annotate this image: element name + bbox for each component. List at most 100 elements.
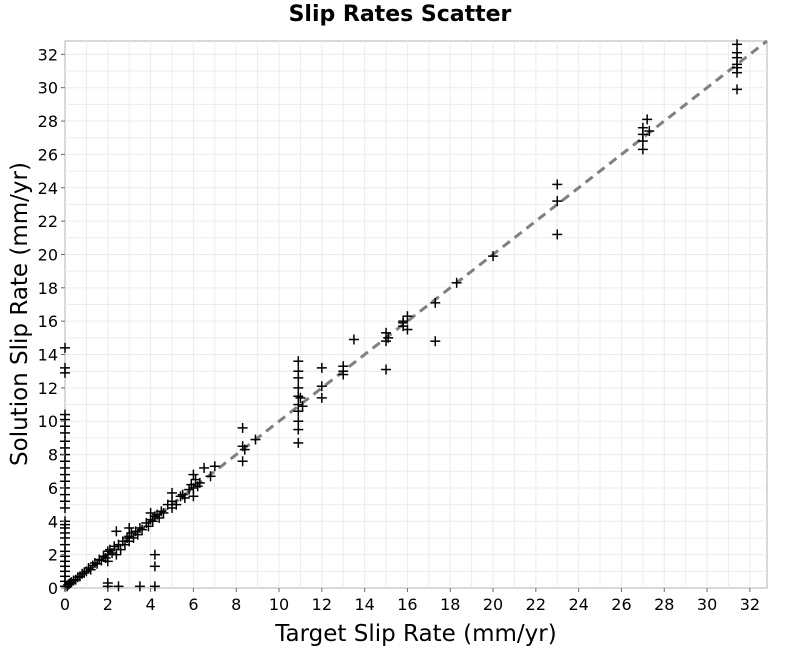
data-point bbox=[109, 541, 120, 552]
data-point bbox=[293, 406, 304, 417]
y-tick-label: 30 bbox=[38, 79, 58, 98]
data-point bbox=[113, 581, 124, 592]
y-tick-label: 22 bbox=[38, 212, 58, 231]
x-tick-label: 30 bbox=[697, 595, 717, 614]
data-point bbox=[637, 144, 648, 155]
data-point bbox=[316, 381, 327, 392]
data-point bbox=[96, 555, 107, 566]
x-tick-label: 28 bbox=[654, 595, 674, 614]
data-point bbox=[293, 356, 304, 367]
x-tick-label: 4 bbox=[146, 595, 156, 614]
data-point bbox=[239, 444, 250, 455]
data-point bbox=[147, 516, 158, 527]
data-point bbox=[295, 392, 306, 403]
data-point bbox=[250, 434, 261, 445]
y-tick-label: 26 bbox=[38, 145, 58, 164]
data-point bbox=[126, 527, 137, 538]
chart-title: Slip Rates Scatter bbox=[288, 2, 512, 27]
data-point bbox=[732, 67, 743, 78]
data-point bbox=[237, 456, 248, 467]
data-point bbox=[348, 334, 359, 345]
data-point bbox=[171, 499, 182, 510]
y-tick-label: 20 bbox=[38, 245, 58, 264]
x-tick-label: 12 bbox=[312, 595, 332, 614]
y-tick-label: 10 bbox=[38, 412, 58, 431]
y-tick-label: 0 bbox=[48, 579, 58, 598]
points-layer bbox=[60, 39, 743, 592]
data-point bbox=[102, 556, 113, 567]
x-tick-label: 10 bbox=[269, 595, 289, 614]
x-tick-label: 18 bbox=[440, 595, 460, 614]
data-point bbox=[402, 311, 413, 322]
y-tick-label: 14 bbox=[38, 346, 58, 365]
data-point bbox=[149, 561, 160, 572]
y-tick-label: 6 bbox=[48, 479, 58, 498]
x-tick-label: 0 bbox=[60, 595, 70, 614]
y-tick-label: 32 bbox=[38, 45, 58, 64]
data-point bbox=[297, 401, 308, 412]
data-point bbox=[143, 521, 154, 532]
data-point bbox=[85, 564, 96, 575]
data-point bbox=[149, 581, 160, 592]
data-point bbox=[644, 126, 655, 137]
x-tick-label: 22 bbox=[526, 595, 546, 614]
x-tick-label: 16 bbox=[397, 595, 417, 614]
x-tick-label: 20 bbox=[483, 595, 503, 614]
data-point bbox=[732, 84, 743, 95]
x-tick-label: 24 bbox=[568, 595, 588, 614]
data-point bbox=[199, 462, 210, 473]
data-point bbox=[156, 506, 167, 517]
data-point bbox=[293, 416, 304, 427]
data-point bbox=[87, 560, 98, 571]
data-point bbox=[137, 524, 148, 535]
data-point bbox=[237, 422, 248, 433]
tick-labels: 0 2 4 6 8 10 12 14 16 18 20 22 24 26 28 30 3202468101214… bbox=[38, 45, 760, 614]
data-point bbox=[179, 492, 190, 503]
y-tick-label: 4 bbox=[48, 512, 58, 531]
data-point bbox=[149, 549, 160, 560]
data-point bbox=[194, 477, 205, 488]
data-point bbox=[188, 469, 199, 480]
x-tick-label: 6 bbox=[188, 595, 198, 614]
data-point bbox=[398, 317, 409, 328]
y-axis-title: Solution Slip Rate (mm/yr) bbox=[7, 162, 33, 466]
data-point bbox=[430, 336, 441, 347]
x-tick-label: 32 bbox=[740, 595, 760, 614]
data-point bbox=[430, 297, 441, 308]
data-point bbox=[316, 362, 327, 373]
data-point bbox=[98, 551, 109, 562]
data-point bbox=[205, 471, 216, 482]
y-tick-label: 8 bbox=[48, 446, 58, 465]
data-point bbox=[552, 196, 563, 207]
data-point bbox=[134, 522, 145, 533]
data-point bbox=[77, 568, 88, 579]
data-point bbox=[552, 229, 563, 240]
data-point bbox=[154, 512, 165, 523]
x-tick-label: 8 bbox=[231, 595, 241, 614]
data-point bbox=[66, 577, 77, 588]
y-tick-label: 28 bbox=[38, 112, 58, 131]
x-tick-label: 26 bbox=[611, 595, 631, 614]
data-point bbox=[134, 581, 145, 592]
data-point bbox=[111, 526, 122, 537]
data-point bbox=[293, 437, 304, 448]
data-point bbox=[107, 547, 118, 558]
data-point bbox=[124, 522, 135, 533]
data-point bbox=[209, 461, 220, 472]
data-point bbox=[642, 114, 653, 125]
data-point bbox=[293, 391, 304, 402]
y-tick-label: 16 bbox=[38, 312, 58, 331]
data-point bbox=[111, 549, 122, 560]
data-point bbox=[188, 491, 199, 502]
data-point bbox=[293, 382, 304, 393]
data-point bbox=[316, 392, 327, 403]
data-point bbox=[60, 342, 70, 353]
data-point bbox=[188, 482, 199, 493]
data-point bbox=[488, 251, 499, 262]
x-tick-label: 14 bbox=[354, 595, 374, 614]
data-point bbox=[60, 367, 70, 378]
y-tick-label: 24 bbox=[38, 179, 58, 198]
data-point bbox=[149, 511, 160, 522]
data-point bbox=[79, 567, 90, 578]
